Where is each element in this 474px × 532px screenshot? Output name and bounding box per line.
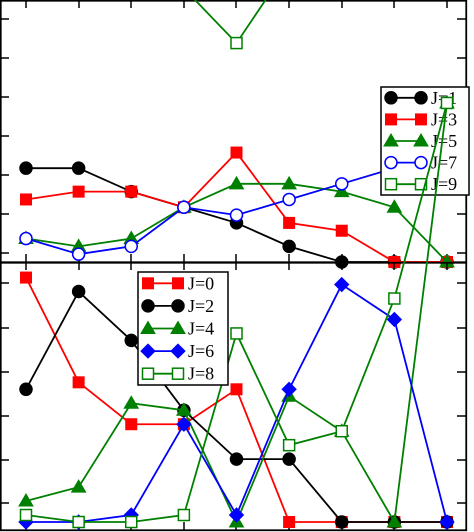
data-point-J1 <box>19 161 33 175</box>
legend-marker <box>141 367 155 380</box>
data-point-J0 <box>125 418 138 431</box>
series-line-J6 <box>26 283 448 523</box>
data-point-J0 <box>230 383 243 396</box>
data-point-J8 <box>72 515 85 529</box>
data-point-J4 <box>176 402 192 416</box>
series-line-J0 <box>25 277 447 523</box>
data-point-J4 <box>18 493 34 507</box>
data-point-J3 <box>72 185 85 198</box>
data-point-J8 <box>177 508 191 522</box>
data-point-J4 <box>386 514 403 528</box>
data-point-J7 <box>19 231 33 246</box>
data-point-J5 <box>281 175 297 190</box>
legend-label: J=6 <box>188 341 214 361</box>
data-point-J8 <box>282 438 296 452</box>
data-point-J8 <box>388 292 401 305</box>
legend-marker <box>385 113 397 126</box>
legend-marker <box>171 299 185 313</box>
data-point-J3 <box>125 185 138 198</box>
data-point-J7 <box>71 247 86 261</box>
data-point-J6 <box>228 507 245 523</box>
data-point-J5 <box>386 199 403 213</box>
data-point-J9 <box>230 36 243 50</box>
data-point-J6 <box>439 514 455 530</box>
data-point-J2 <box>71 284 86 299</box>
data-point-J7 <box>229 208 244 222</box>
legend-marker <box>172 277 184 290</box>
legend-marker <box>142 277 154 290</box>
legend-marker <box>141 299 155 313</box>
data-point-J4 <box>70 479 87 493</box>
legend-marker <box>170 320 186 334</box>
data-point-J0 <box>72 376 85 389</box>
legend-marker <box>384 91 398 105</box>
legend-marker <box>414 177 428 191</box>
data-point-J2 <box>335 515 349 529</box>
legend-marker <box>140 343 156 359</box>
data-point-J6 <box>386 311 403 328</box>
data-point-J3 <box>230 146 243 159</box>
data-point-J7 <box>282 192 296 207</box>
data-point-J2 <box>19 382 33 397</box>
legend-marker <box>415 113 427 126</box>
data-point-J2 <box>229 452 244 466</box>
data-point-J3 <box>20 193 32 206</box>
data-point-J0 <box>283 516 296 528</box>
data-point-J6 <box>281 381 297 398</box>
legend-marker <box>383 133 399 147</box>
data-point-J8 <box>335 424 348 438</box>
data-point-J8 <box>440 96 454 110</box>
top-panel: J=1J=3J=5J=7J=9 <box>0 0 470 269</box>
data-point-J5 <box>333 183 350 198</box>
data-point-J7 <box>177 200 191 215</box>
data-point-J1 <box>282 239 296 254</box>
legend-marker <box>414 155 428 170</box>
legend-label: J=8 <box>188 364 214 384</box>
legend-marker <box>170 343 186 359</box>
plot-frame <box>0 261 468 532</box>
data-point-J8 <box>19 508 33 522</box>
legend-label: J=9 <box>431 174 457 194</box>
data-point-J8 <box>125 515 138 529</box>
data-point-J3 <box>283 216 296 229</box>
legend-label: J=2 <box>188 296 214 316</box>
data-point-J7 <box>124 239 138 254</box>
legend-marker <box>414 91 428 105</box>
data-point-J3 <box>335 224 348 237</box>
data-point-J0 <box>20 271 32 284</box>
legend-marker <box>413 133 429 147</box>
data-point-J6 <box>176 416 192 432</box>
legend-label: J=7 <box>431 153 457 173</box>
bottom-panel: J=0 J=2 J=4J=6 J=8 <box>0 94 468 532</box>
data-point-J5 <box>228 175 245 190</box>
data-point-J8 <box>230 327 243 340</box>
data-point-J6 <box>334 276 350 293</box>
legend-marker <box>171 367 185 380</box>
data-point-J2 <box>124 333 138 348</box>
legend-marker <box>384 177 398 191</box>
legend-marker <box>384 155 398 170</box>
legend-label: J=0 <box>188 273 214 293</box>
data-point-J7 <box>335 177 349 191</box>
data-point-J4 <box>123 395 140 409</box>
legend-marker <box>140 320 156 334</box>
data-point-J2 <box>282 452 296 466</box>
legend-label: J=4 <box>188 319 214 339</box>
data-point-J1 <box>71 161 86 175</box>
